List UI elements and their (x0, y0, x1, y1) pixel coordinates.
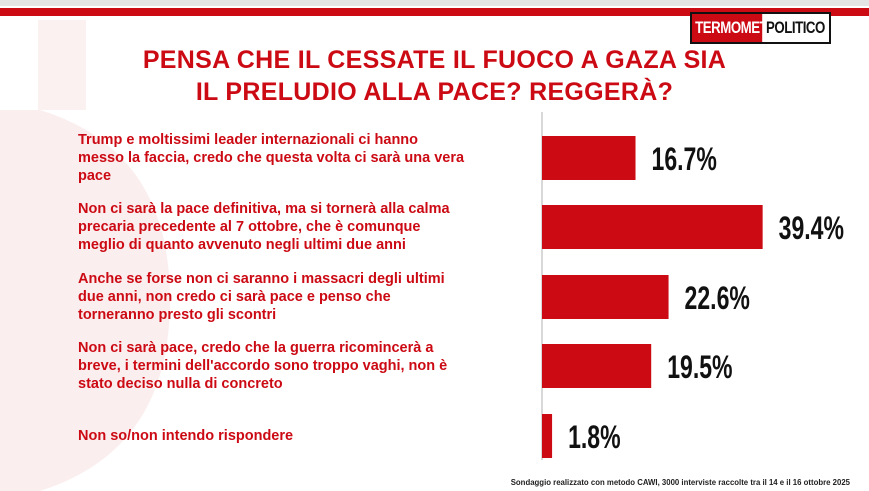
logo-part2: POLITICO (766, 18, 825, 37)
header-red-band (0, 8, 869, 16)
category-label-3-line-2: due anni, non credo ci sarà pace e penso… (78, 289, 391, 305)
category-label-5-line-1: Non so/non intendo rispondere (78, 428, 294, 444)
category-label-2-line-1: Non ci sarà la pace definitiva, ma si to… (78, 201, 450, 217)
category-label-3-line-1: Anche se forse non ci saranno i massacri… (78, 271, 445, 287)
category-label-3-line-3: torneranno presto gli scontri (78, 307, 277, 323)
data-label-4: 19.5% (667, 349, 732, 385)
data-label-5: 1.8% (568, 419, 621, 455)
category-label-1: Trump e moltissimi leader internazionali… (78, 131, 538, 185)
category-label-1-line-3: pace (78, 168, 112, 184)
category-label-1-line-2: messo la faccia, credo che questa volta … (78, 150, 465, 166)
title-line-2: IL PRELUDIO ALLA PACE? REGGERÀ? (195, 78, 674, 106)
data-label-3: 22.6% (685, 280, 750, 316)
termometro-politico-logo: TERMOMETRO POLITICO (690, 12, 831, 44)
data-label-1: 16.7% (652, 141, 717, 177)
title-line-1: PENSA CHE IL CESSATE IL FUOCO A GAZA SIA (142, 46, 727, 74)
chart-title: PENSA CHE IL CESSATE IL FUOCO A GAZA SIA… (0, 44, 869, 108)
category-label-3: Anche se forse non ci saranno i massacri… (78, 270, 538, 324)
category-label-4-line-2: breve, i termini dell'accordo sono tropp… (78, 358, 448, 374)
category-label-2-line-3: meglio di quanto avvenuto negli ultimi d… (78, 237, 406, 253)
category-label-2-line-2: precaria precedente al 7 ottobre, che è … (78, 219, 421, 235)
category-label-1-line-1: Trump e moltissimi leader internazionali… (78, 132, 419, 148)
bar-1 (542, 136, 636, 180)
category-label-4-line-3: stato deciso nulla di concreto (78, 376, 283, 392)
bar-3 (542, 275, 669, 319)
bar-5 (542, 414, 553, 458)
bar-2 (542, 205, 763, 249)
category-label-5: Non so/non intendo rispondere (78, 427, 538, 445)
data-label-2: 39.4% (779, 210, 844, 246)
category-label-4: Non ci sarà pace, credo che la guerra ri… (78, 339, 538, 393)
logo-part1: TERMOMETRO (692, 14, 787, 42)
footer-note: Sondaggio realizzato con metodo CAWI, 30… (510, 478, 850, 487)
category-label-2: Non ci sarà la pace definitiva, ma si to… (78, 200, 538, 254)
category-label-4-line-1: Non ci sarà pace, credo che la guerra ri… (78, 340, 434, 356)
bar-4 (542, 344, 652, 388)
top-stripe (0, 0, 869, 6)
